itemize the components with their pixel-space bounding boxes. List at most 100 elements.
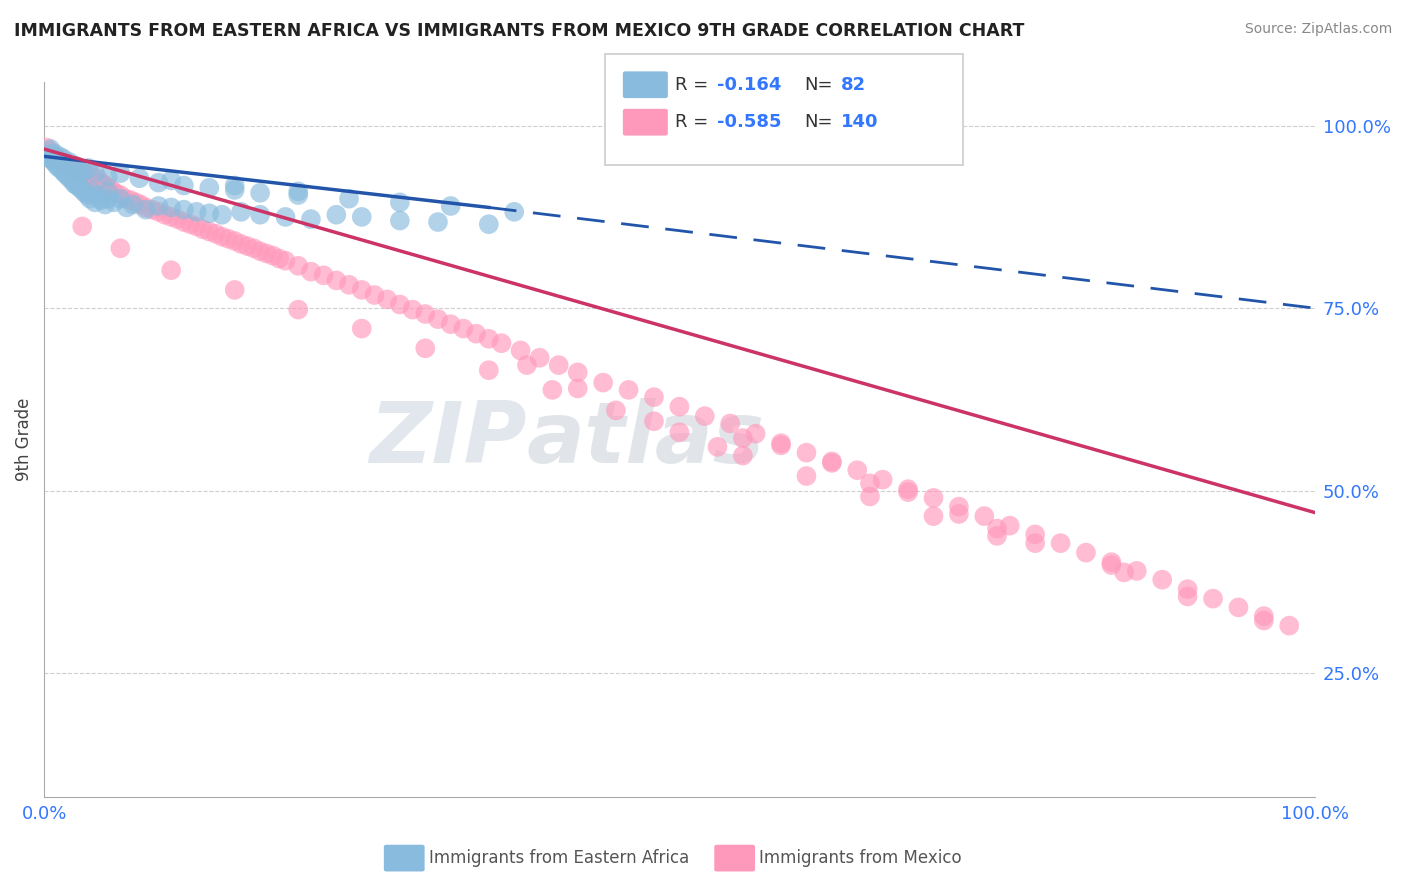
Point xyxy=(110,241,132,255)
Point xyxy=(388,195,411,210)
Point xyxy=(605,403,627,417)
Point xyxy=(1177,590,1199,604)
Point xyxy=(97,180,120,194)
Point xyxy=(103,195,125,210)
Point xyxy=(1253,614,1275,628)
Point xyxy=(198,180,221,194)
Text: IMMIGRANTS FROM EASTERN AFRICA VS IMMIGRANTS FROM MEXICO 9TH GRADE CORRELATION C: IMMIGRANTS FROM EASTERN AFRICA VS IMMIGR… xyxy=(14,22,1025,40)
Point xyxy=(52,152,75,166)
Point xyxy=(198,225,221,239)
Point xyxy=(186,219,208,234)
Point xyxy=(70,166,93,180)
Point xyxy=(45,153,67,167)
Point xyxy=(66,164,89,178)
Point xyxy=(56,169,79,183)
Point xyxy=(1112,566,1135,580)
Point xyxy=(48,153,70,168)
Point xyxy=(744,426,766,441)
Point xyxy=(60,173,83,187)
Point xyxy=(229,204,252,219)
Point xyxy=(160,173,183,187)
Point xyxy=(148,176,170,190)
Point xyxy=(1024,536,1046,550)
Point xyxy=(249,208,271,222)
Point xyxy=(42,153,65,168)
Point xyxy=(79,166,101,180)
Point xyxy=(148,204,170,219)
Point xyxy=(287,302,309,317)
Point xyxy=(186,204,208,219)
Point xyxy=(350,283,373,297)
Point xyxy=(35,140,58,154)
Point xyxy=(617,383,640,397)
Point xyxy=(67,177,90,191)
Text: N=: N= xyxy=(804,113,832,131)
Point xyxy=(1126,564,1149,578)
Point xyxy=(58,155,80,169)
Point xyxy=(110,188,132,202)
Point xyxy=(897,485,920,500)
Point xyxy=(256,246,278,260)
Point xyxy=(70,219,93,234)
Point xyxy=(58,171,80,186)
Point xyxy=(90,193,112,207)
Point xyxy=(76,188,98,202)
Point xyxy=(413,341,436,355)
Point xyxy=(236,239,259,253)
Point xyxy=(153,208,176,222)
Point xyxy=(129,197,152,211)
Point xyxy=(706,440,728,454)
Point xyxy=(56,159,79,173)
Point xyxy=(60,162,83,177)
Point xyxy=(478,332,501,346)
Point xyxy=(440,199,463,213)
Point xyxy=(58,166,80,180)
Point xyxy=(427,215,450,229)
Point xyxy=(547,358,569,372)
Point xyxy=(45,159,67,173)
Point xyxy=(770,438,793,452)
Point xyxy=(1202,591,1225,606)
Point xyxy=(84,195,107,210)
Point xyxy=(529,351,551,365)
Point xyxy=(55,162,77,177)
Point xyxy=(229,236,252,251)
Point xyxy=(211,229,233,244)
Point xyxy=(1024,527,1046,541)
Point xyxy=(89,176,111,190)
Point xyxy=(37,148,59,162)
Point xyxy=(160,210,183,224)
Point xyxy=(731,449,754,463)
Text: R =: R = xyxy=(675,113,709,131)
Point xyxy=(179,217,201,231)
Point xyxy=(82,185,104,199)
Point xyxy=(69,180,91,194)
Point xyxy=(567,381,589,395)
Point xyxy=(1099,558,1122,572)
Point xyxy=(48,161,70,175)
Text: ZIP: ZIP xyxy=(370,398,527,481)
Point xyxy=(97,185,120,199)
Point xyxy=(413,307,436,321)
Point xyxy=(122,197,145,211)
Point xyxy=(509,343,531,358)
Point xyxy=(718,417,741,431)
Point xyxy=(173,178,195,193)
Point xyxy=(44,149,66,163)
Point xyxy=(84,166,107,180)
Point xyxy=(541,383,564,397)
Point xyxy=(350,321,373,335)
Text: -0.585: -0.585 xyxy=(717,113,782,131)
Point xyxy=(63,159,86,173)
Point xyxy=(643,414,665,428)
Point xyxy=(1278,618,1301,632)
Point xyxy=(70,166,93,180)
Point xyxy=(48,149,70,163)
Point xyxy=(249,244,271,259)
Point xyxy=(73,186,96,200)
Point xyxy=(478,363,501,377)
Point xyxy=(104,186,127,200)
Point xyxy=(38,145,60,159)
Point xyxy=(503,204,526,219)
Point xyxy=(350,210,373,224)
